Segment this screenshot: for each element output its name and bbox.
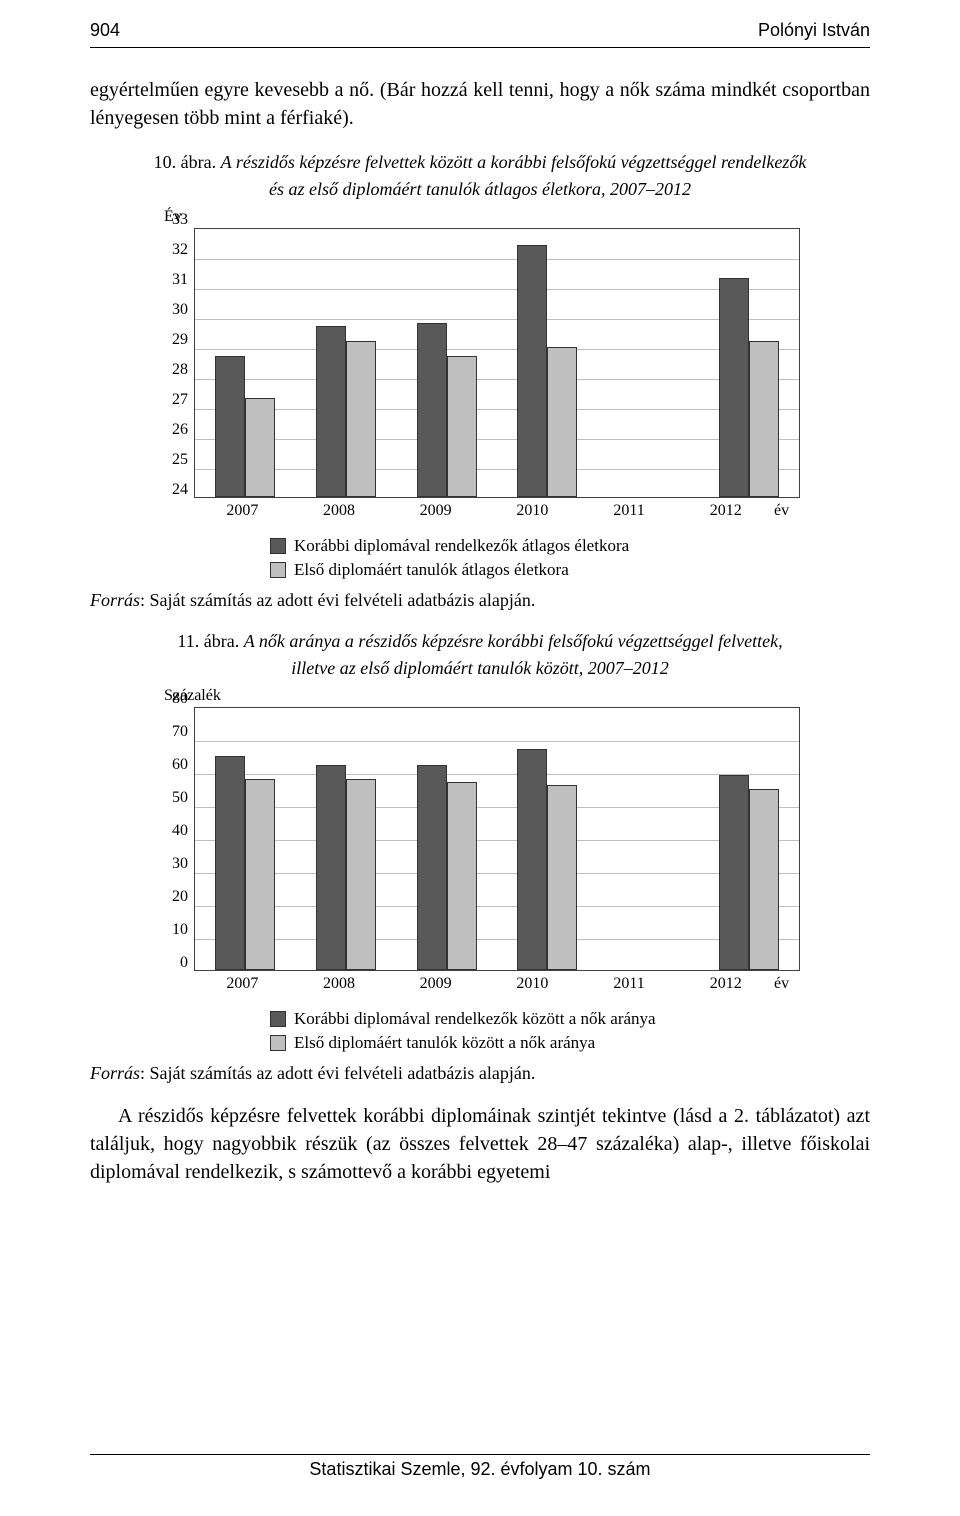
bar: [447, 782, 477, 970]
bar: [417, 323, 447, 497]
bar: [245, 779, 275, 970]
bar-group: [396, 228, 497, 497]
legend-swatch: [270, 562, 286, 578]
legend-label: Korábbi diplomával rendelkezők átlagos é…: [294, 536, 629, 556]
legend-item: Korábbi diplomával rendelkezők átlagos é…: [270, 536, 800, 556]
paragraph-2: A részidős képzésre felvettek korábbi di…: [90, 1102, 870, 1186]
fig2-subcaption: illetve az első diplomáért tanulók közöt…: [90, 658, 870, 679]
legend-swatch: [270, 538, 286, 554]
x-tick: 2009: [387, 498, 484, 520]
fig2-y-label: Százalék: [164, 687, 800, 705]
legend-item: Korábbi diplomával rendelkezők között a …: [270, 1009, 800, 1029]
bar: [719, 775, 749, 970]
fig2-x-ticks: 200720082009201020112012: [194, 971, 774, 993]
x-tick: 2009: [387, 971, 484, 993]
fig2-y-ticks: 80706050403020100: [160, 707, 194, 971]
legend-swatch: [270, 1035, 286, 1051]
legend-item: Első diplomáért tanulók között a nők ará…: [270, 1033, 800, 1053]
running-author: Polónyi István: [758, 20, 870, 41]
fig1-x-unit: év: [774, 498, 800, 520]
x-tick: 2012: [677, 498, 774, 520]
bar: [245, 398, 275, 497]
bar: [749, 341, 779, 497]
bar: [547, 347, 577, 497]
fig2-chart: Százalék 80706050403020100 2007200820092…: [160, 687, 800, 1053]
bar-group: [195, 707, 296, 970]
fig1-source: Forrás: Saját számítás az adott évi felv…: [90, 590, 870, 611]
legend-label: Első diplomáért tanulók átlagos életkora: [294, 560, 569, 580]
bar: [447, 356, 477, 497]
x-tick: 2011: [581, 498, 678, 520]
bar-group: [296, 707, 397, 970]
bar: [346, 779, 376, 970]
bar: [719, 278, 749, 497]
bar-group: [396, 707, 497, 970]
x-tick: 2011: [581, 971, 678, 993]
legend-label: Első diplomáért tanulók között a nők ará…: [294, 1033, 595, 1053]
x-tick: 2008: [291, 971, 388, 993]
header-rule: [90, 47, 870, 48]
x-tick: 2007: [194, 498, 291, 520]
bar-group: [598, 228, 699, 497]
fig1-y-ticks: 33323130292827262524: [160, 228, 194, 498]
paragraph-1: egyértelműen egyre kevesebb a nő. (Bár h…: [90, 76, 870, 132]
fig1-caption: 10. ábra. A részidős képzésre felvettek …: [90, 152, 870, 173]
bar-group: [598, 707, 699, 970]
bar: [517, 245, 547, 497]
x-tick: 2010: [484, 971, 581, 993]
fig1-y-label: Év: [164, 208, 800, 226]
fig2-legend: Korábbi diplomával rendelkezők között a …: [270, 1009, 800, 1053]
page-number: 904: [90, 20, 120, 41]
x-tick: 2007: [194, 971, 291, 993]
x-tick: 2010: [484, 498, 581, 520]
fig1-plot: [194, 228, 800, 498]
bar: [547, 785, 577, 970]
bar-group: [698, 228, 799, 497]
bar: [417, 765, 447, 970]
bar-group: [296, 228, 397, 497]
fig1-subcaption: és az első diplomáért tanulók átlagos él…: [90, 179, 870, 200]
fig2-source: Forrás: Saját számítás az adott évi felv…: [90, 1063, 870, 1084]
page-footer: Statisztikai Szemle, 92. évfolyam 10. sz…: [90, 1454, 870, 1480]
legend-item: Első diplomáért tanulók átlagos életkora: [270, 560, 800, 580]
legend-label: Korábbi diplomával rendelkezők között a …: [294, 1009, 656, 1029]
fig2-caption: 11. ábra. A nők aránya a részidős képzés…: [90, 631, 870, 652]
bar: [749, 789, 779, 971]
fig1-legend: Korábbi diplomával rendelkezők átlagos é…: [270, 536, 800, 580]
fig1-x-ticks: 200720082009201020112012: [194, 498, 774, 520]
fig2-plot: [194, 707, 800, 971]
bar: [316, 765, 346, 970]
fig1-chart: Év 33323130292827262524 2007200820092010…: [160, 208, 800, 580]
bar: [316, 326, 346, 497]
x-tick: 2012: [677, 971, 774, 993]
bar: [346, 341, 376, 497]
legend-swatch: [270, 1011, 286, 1027]
bar-group: [497, 707, 598, 970]
bar-group: [195, 228, 296, 497]
x-tick: 2008: [291, 498, 388, 520]
fig2-x-unit: év: [774, 971, 800, 993]
bar: [517, 749, 547, 970]
bar: [215, 756, 245, 971]
bar: [215, 356, 245, 497]
bar-group: [698, 707, 799, 970]
bar-group: [497, 228, 598, 497]
